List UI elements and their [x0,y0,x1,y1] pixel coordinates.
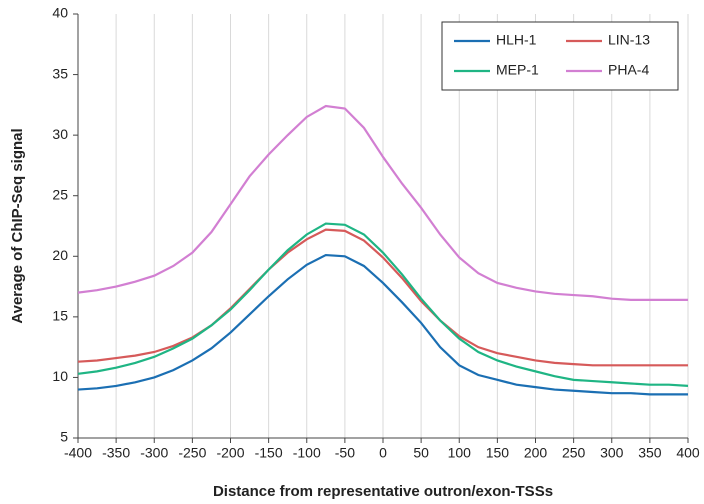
y-tick-label: 20 [52,247,68,263]
y-tick-label: 10 [52,368,68,384]
y-tick-label: 30 [52,126,68,142]
x-tick-label: 50 [413,445,429,461]
x-axis-title: Distance from representative outron/exon… [213,483,553,500]
x-tick-label: 350 [638,445,662,461]
x-tick-label: -150 [255,445,283,461]
x-tick-label: 150 [486,445,510,461]
y-axis-title: Average of ChIP-Seq signal [9,128,26,323]
x-tick-label: 100 [448,445,472,461]
x-tick-label: -100 [293,445,321,461]
y-tick-label: 35 [52,65,68,81]
series-line [77,222,689,388]
x-tick-label: -250 [178,445,206,461]
x-tick-label: -300 [140,445,168,461]
x-tick-label: -350 [102,445,130,461]
y-tick-label: 25 [52,186,68,202]
y-tick-label: 5 [60,429,68,445]
series-line [77,228,688,367]
x-tick-label: 300 [600,445,624,461]
legend-label: HLH-1 [496,32,537,48]
legend-label: PHA-4 [608,62,649,78]
legend: HLH-1 LIN-13 MEP-1 PHA-4 [441,21,679,91]
y-tick-label: 15 [52,308,68,324]
x-tick-label: 400 [676,445,700,461]
x-tick-label: 200 [524,445,548,461]
series-line [77,104,688,301]
x-tick-label: -50 [335,445,355,461]
x-tick-label: -400 [64,445,92,461]
x-tick-label: 250 [562,445,586,461]
legend-label: LIN-13 [608,32,650,48]
y-tick-label: 40 [52,5,68,21]
series-line [77,253,688,396]
legend-box [441,21,679,91]
legend-label: MEP-1 [496,62,539,78]
x-tick-label: 0 [379,445,387,461]
x-tick-label: -200 [216,445,244,461]
